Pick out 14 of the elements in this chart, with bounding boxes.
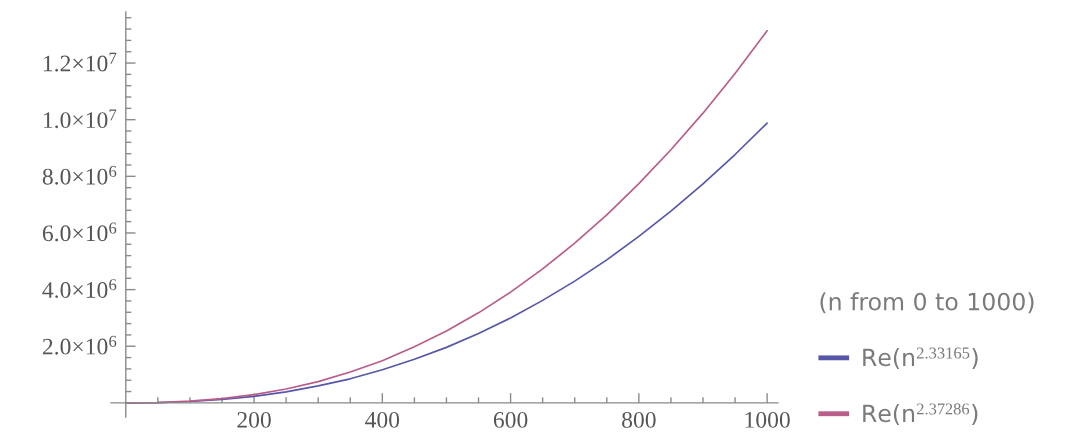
- y-tick-label: 1.2×10$^{7}$: [43, 52, 117, 72]
- x-tick-label: 400: [365, 411, 400, 428]
- legend-label: Re(n$^{2.33165}$): [863, 347, 978, 370]
- x-tick-label: 600: [493, 411, 528, 428]
- y-tick-label: 6.0×10$^{6}$: [42, 222, 117, 242]
- y-tick-label: 1.0×10$^{7}$: [43, 109, 117, 129]
- x-tick-label: 200: [237, 411, 271, 428]
- y-tick-label: 2.0×10$^{6}$: [42, 335, 117, 355]
- legend-title: (n from 0 to 1000): [820, 292, 1034, 314]
- x-tick-label: 1000: [745, 411, 790, 428]
- y-tick-label: 8.0×10$^{6}$: [42, 165, 117, 185]
- y-tick-label: 4.0×10$^{6}$: [42, 279, 117, 299]
- legend-label: Re(n$^{2.37286}$): [863, 403, 978, 426]
- x-tick-label: 800: [622, 411, 656, 428]
